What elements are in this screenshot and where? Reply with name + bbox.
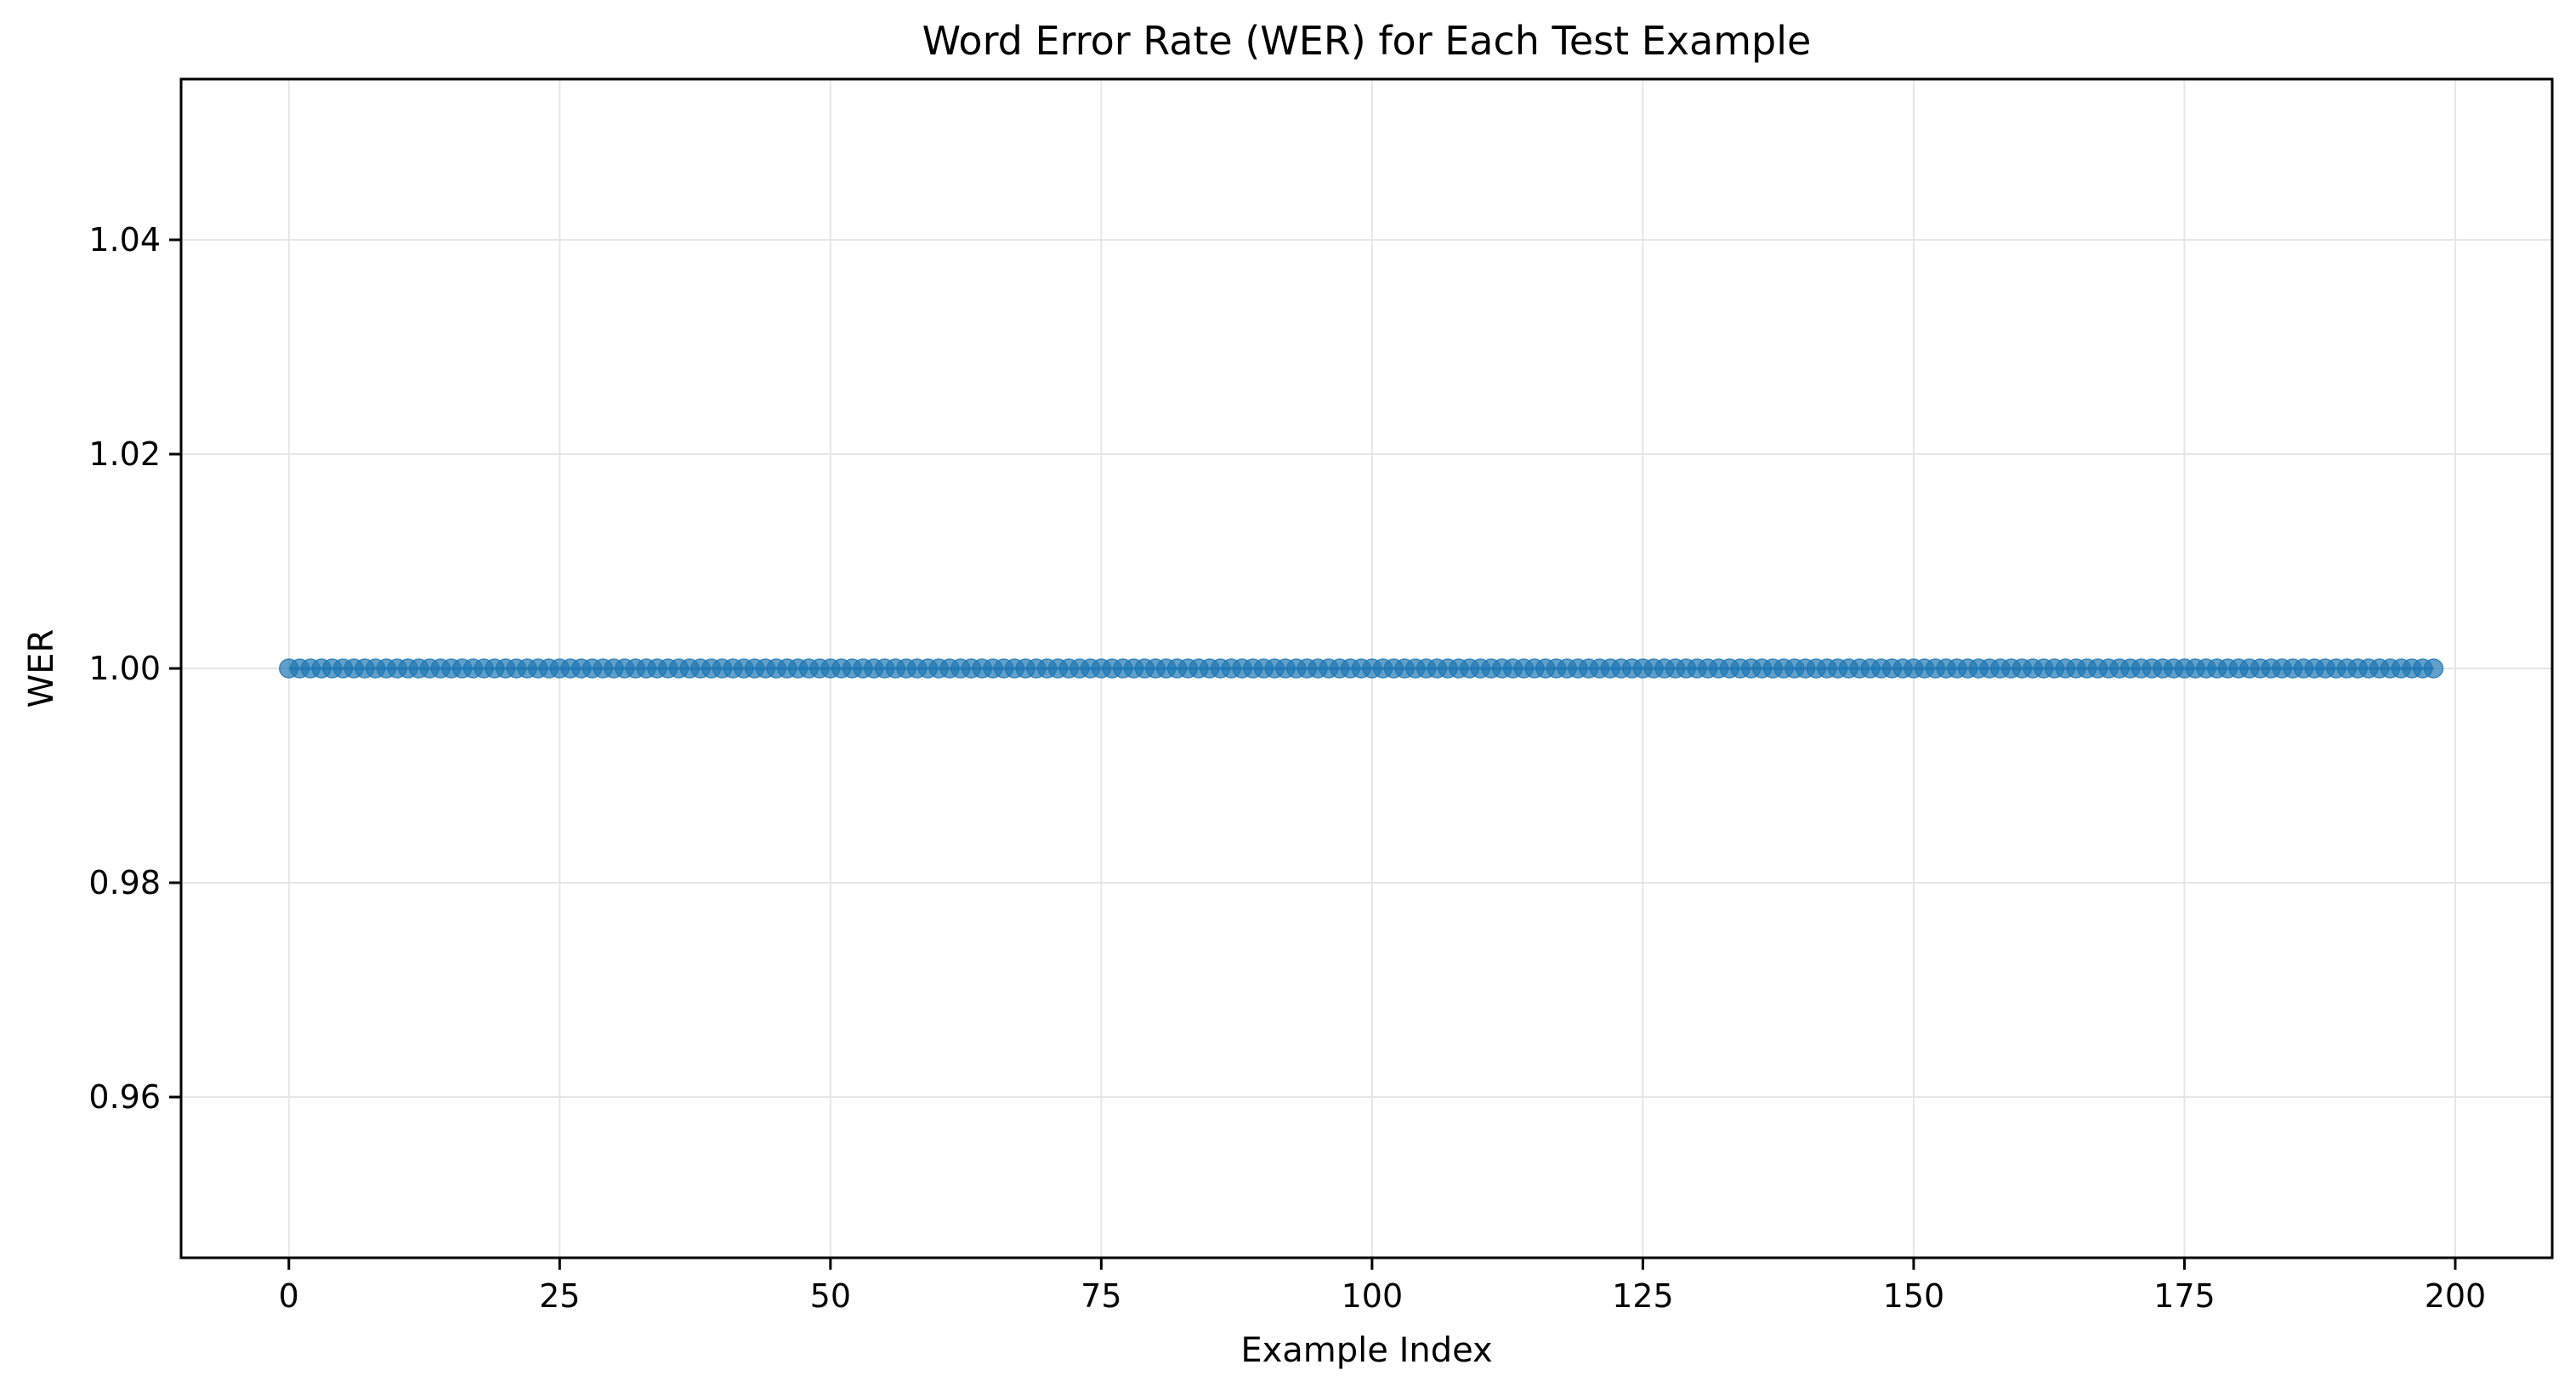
y-tick-label: 1.04 xyxy=(88,221,161,259)
x-axis-label: Example Index xyxy=(1240,1331,1492,1370)
x-tick-label: 200 xyxy=(2425,1277,2487,1315)
x-tick-label: 50 xyxy=(810,1277,851,1315)
x-tick-label: 100 xyxy=(1342,1277,1404,1315)
y-tick-label: 0.96 xyxy=(88,1078,161,1116)
y-tick-label: 0.98 xyxy=(88,864,161,901)
x-tick-label: 175 xyxy=(2153,1277,2216,1315)
x-tick-label: 75 xyxy=(1081,1277,1121,1315)
series-layer xyxy=(279,658,2444,679)
y-tick-label: 1.02 xyxy=(88,435,161,473)
x-tick-label: 0 xyxy=(279,1277,299,1315)
data-point xyxy=(2423,658,2444,679)
y-tick-label: 1.00 xyxy=(88,650,161,687)
chart-title: Word Error Rate (WER) for Each Test Exam… xyxy=(922,18,1812,64)
x-tick-label: 150 xyxy=(1883,1277,1945,1315)
x-tick-label: 125 xyxy=(1612,1277,1674,1315)
y-axis-label: WER xyxy=(22,629,61,708)
axis-ticks: 0 25 50 75 100 125 150 175 200 0.96 0.98 1.00 1.02 1.… xyxy=(88,221,2486,1315)
x-tick-label: 25 xyxy=(539,1277,580,1315)
